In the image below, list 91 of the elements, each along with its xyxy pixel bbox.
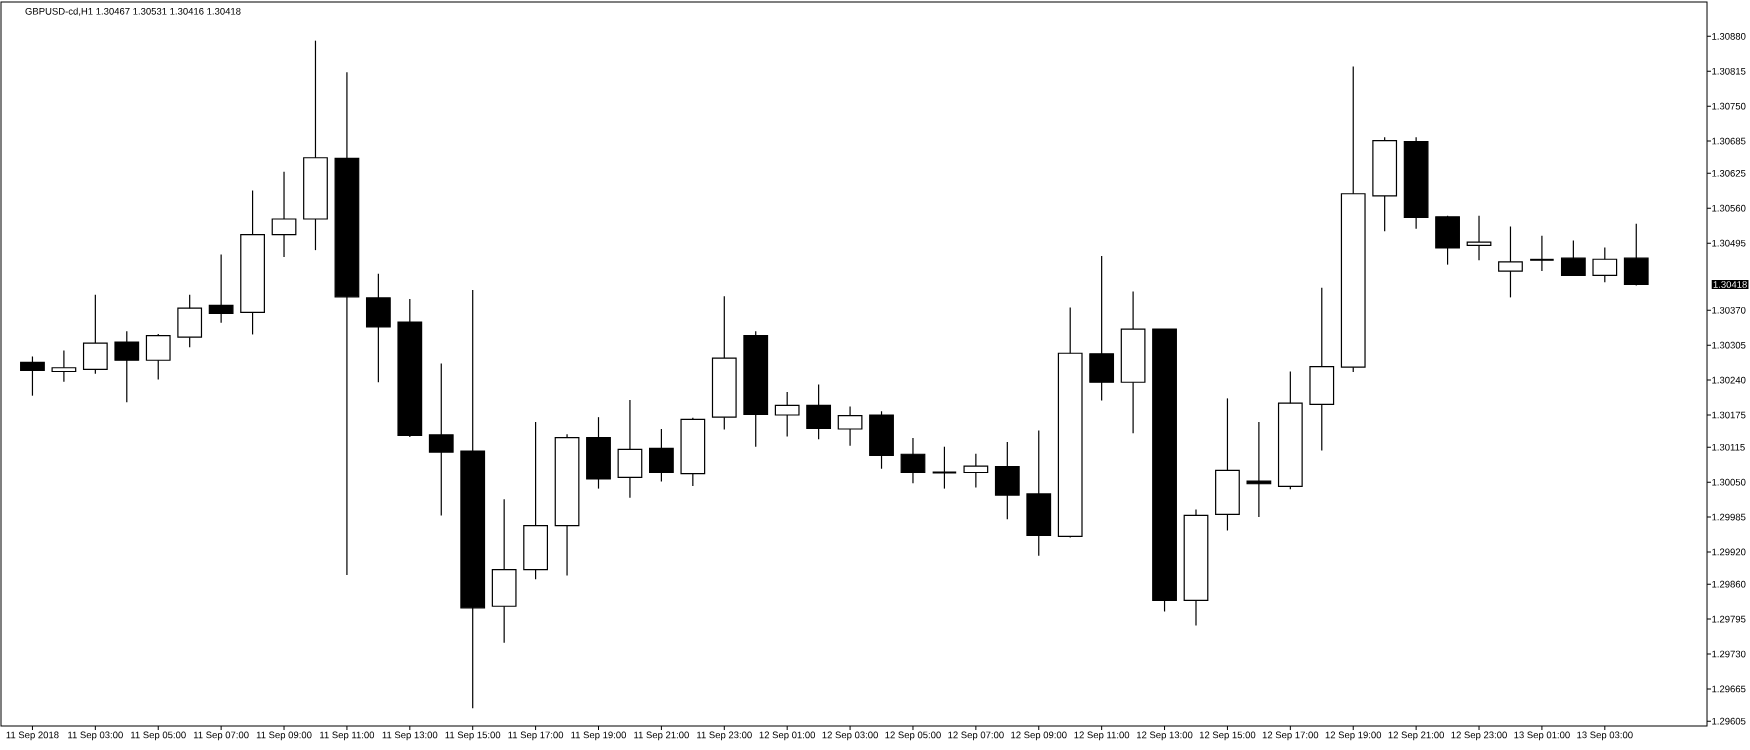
candlestick bbox=[1152, 328, 1177, 613]
candlestick bbox=[1403, 136, 1429, 230]
candlestick bbox=[271, 171, 297, 258]
x-tick-label: 11 Sep 15:00 bbox=[445, 731, 501, 741]
y-tick-label: 1.29730 bbox=[1712, 650, 1746, 658]
candlestick bbox=[334, 71, 360, 576]
y-tick-label: 1.30625 bbox=[1712, 169, 1746, 177]
y-tick-label: 1.30815 bbox=[1712, 67, 1746, 75]
y-tick-label: 1.30560 bbox=[1712, 204, 1746, 212]
x-tick-label: 11 Sep 05:00 bbox=[131, 731, 186, 741]
x-tick-label: 12 Sep 11:00 bbox=[1074, 731, 1130, 741]
candlestick bbox=[114, 330, 140, 403]
x-tick-label: 12 Sep 03:00 bbox=[822, 731, 878, 741]
y-tick-label: 1.29665 bbox=[1712, 685, 1746, 693]
x-tick-label: 11 Sep 2018 bbox=[6, 731, 59, 741]
candlestick bbox=[1466, 215, 1492, 261]
candlestick bbox=[806, 383, 832, 440]
candlestick bbox=[303, 40, 328, 251]
candlestick bbox=[554, 433, 580, 577]
x-tick-label: 11 Sep 19:00 bbox=[571, 731, 627, 741]
candlestick bbox=[963, 453, 989, 489]
candlestick bbox=[460, 289, 486, 709]
x-tick-label: 12 Sep 01:00 bbox=[759, 731, 816, 741]
candlestick bbox=[586, 416, 611, 490]
candlestick bbox=[1309, 287, 1335, 452]
x-tick-label: 12 Sep 23:00 bbox=[1451, 731, 1507, 741]
candlestick bbox=[1246, 421, 1272, 518]
y-tick-label: 1.30495 bbox=[1712, 239, 1746, 247]
candlestick bbox=[208, 253, 234, 324]
y-tick-label: 1.29920 bbox=[1712, 548, 1746, 556]
candlestick bbox=[1529, 235, 1555, 272]
candlestick bbox=[1089, 255, 1115, 402]
y-tick-label: 1.29985 bbox=[1712, 513, 1746, 521]
candlestick bbox=[397, 298, 423, 438]
x-tick-label: 11 Sep 03:00 bbox=[68, 731, 123, 741]
y-tick-label: 1.30880 bbox=[1712, 33, 1746, 40]
candlestick bbox=[1277, 370, 1303, 490]
x-tick-label: 11 Sep 23:00 bbox=[697, 731, 752, 741]
y-tick-label: 1.30370 bbox=[1712, 306, 1746, 314]
y-tick-label: 1.30305 bbox=[1712, 341, 1746, 349]
candlestick bbox=[51, 349, 77, 383]
candlestick bbox=[1057, 307, 1083, 537]
candlestick bbox=[1120, 290, 1146, 434]
candlestick bbox=[1498, 225, 1523, 298]
candlestick bbox=[869, 410, 894, 470]
y-tick-label: 1.29860 bbox=[1712, 580, 1746, 588]
x-tick-label: 12 Sep 15:00 bbox=[1199, 731, 1256, 741]
x-tick-label: 13 Sep 01:00 bbox=[1514, 731, 1570, 741]
x-tick-label: 12 Sep 09:00 bbox=[1011, 731, 1067, 741]
candlestick bbox=[240, 189, 265, 336]
candlestick bbox=[743, 330, 769, 448]
candlestick bbox=[1183, 508, 1209, 627]
candlestick bbox=[1435, 215, 1460, 266]
candlestick bbox=[931, 446, 958, 490]
x-tick-label: 11 Sep 07:00 bbox=[193, 731, 249, 741]
candlestick bbox=[1372, 136, 1398, 232]
y-tick-label: 1.30240 bbox=[1712, 376, 1746, 384]
candlestick bbox=[145, 333, 171, 381]
y-tick-label: 1.30685 bbox=[1712, 137, 1746, 145]
text: 1.30418 bbox=[1713, 281, 1747, 288]
text: GBPUSD-cd,H1 1.30467 1.30531 1.30416 1.30418 bbox=[25, 7, 241, 16]
candlestick bbox=[1026, 430, 1052, 557]
x-tick-label: 13 Sep 03:00 bbox=[1577, 731, 1633, 741]
candlestick bbox=[649, 428, 674, 483]
y-tick-label: 1.30175 bbox=[1712, 411, 1746, 419]
x-tick-label: 11 Sep 13:00 bbox=[382, 731, 438, 741]
candlestick bbox=[617, 399, 643, 499]
y-tick-label: 1.30115 bbox=[1712, 443, 1745, 451]
x-tick-label: 12 Sep 07:00 bbox=[948, 731, 1004, 741]
y-tick-label: 1.29605 bbox=[1712, 717, 1746, 725]
candlestick bbox=[1560, 239, 1586, 276]
x-tick-label: 12 Sep 21:00 bbox=[1388, 731, 1444, 741]
candlestick bbox=[491, 498, 517, 644]
candlestick bbox=[20, 355, 45, 397]
x-tick-label: 12 Sep 19:00 bbox=[1325, 731, 1382, 741]
x-tick-label: 11 Sep 09:00 bbox=[256, 731, 312, 741]
candlestick bbox=[428, 362, 454, 517]
x-tick-label: 12 Sep 17:00 bbox=[1262, 731, 1319, 741]
candlestick bbox=[365, 273, 391, 383]
y-tick-label: 1.30750 bbox=[1712, 102, 1746, 110]
x-tick-label: 11 Sep 21:00 bbox=[634, 731, 689, 741]
y-tick-label: 1.29795 bbox=[1712, 615, 1746, 623]
x-tick-label: 11 Sep 11:00 bbox=[320, 731, 375, 741]
candlestick bbox=[994, 441, 1020, 520]
x-tick-label: 12 Sep 13:00 bbox=[1137, 731, 1193, 741]
candlestick bbox=[1623, 223, 1649, 287]
candlestick bbox=[837, 405, 863, 447]
y-tick-label: 1.30050 bbox=[1712, 478, 1746, 486]
x-tick-label: 11 Sep 17:00 bbox=[508, 731, 564, 741]
candlestick bbox=[82, 294, 108, 375]
x-tick-label: 12 Sep 05:00 bbox=[885, 731, 941, 741]
